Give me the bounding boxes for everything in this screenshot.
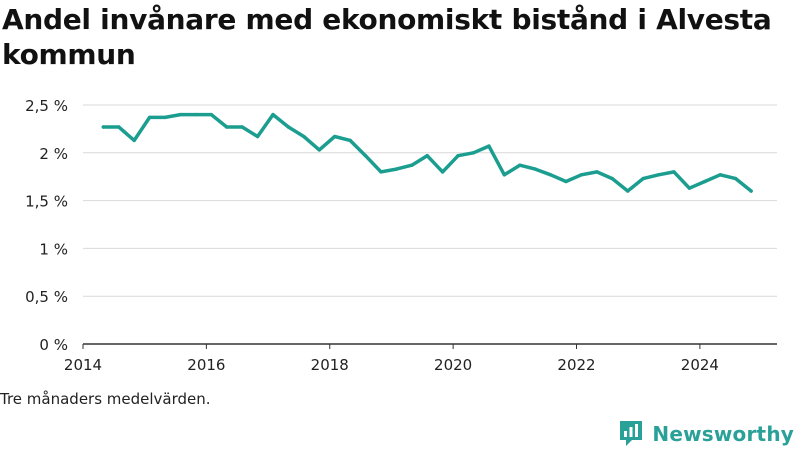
x-tick-label: 2018 xyxy=(311,356,349,374)
data-point xyxy=(286,125,291,129)
brand-name: Newsworthy xyxy=(652,422,794,446)
data-point xyxy=(302,134,306,139)
data-point xyxy=(610,176,614,181)
data-point xyxy=(147,115,152,120)
x-tick-label: 2020 xyxy=(434,356,472,374)
data-point xyxy=(348,138,352,143)
data-point xyxy=(518,163,522,167)
data-point xyxy=(410,163,414,167)
data-point xyxy=(733,176,738,181)
data-point xyxy=(456,153,460,158)
data-point xyxy=(271,112,275,117)
data-point xyxy=(471,151,476,155)
grid-lines xyxy=(83,104,777,297)
data-point xyxy=(255,134,260,139)
data-point xyxy=(101,125,106,129)
data-point xyxy=(579,173,584,177)
data-point xyxy=(487,144,491,148)
data-point xyxy=(641,176,645,181)
data-point xyxy=(703,179,707,184)
data-point xyxy=(672,170,676,174)
data-point xyxy=(656,173,661,177)
data-point xyxy=(440,170,445,174)
data-point xyxy=(240,125,244,129)
data-point xyxy=(178,112,183,117)
x-tick-label: 2022 xyxy=(557,356,595,374)
data-point xyxy=(548,173,553,177)
data-point xyxy=(394,167,399,171)
data-point xyxy=(626,189,630,193)
x-tick-label: 2024 xyxy=(681,356,719,374)
data-point xyxy=(718,173,722,177)
data-point xyxy=(533,167,537,171)
data-point xyxy=(163,115,167,120)
data-point xyxy=(225,125,229,129)
data-point xyxy=(209,112,214,117)
y-tick-label: 0 % xyxy=(39,336,68,354)
chart-title: Andel invånare med ekonomiskt bistånd i … xyxy=(2,3,772,71)
y-tick-labels: 0 % 0,5 % 1 % 1,5 % 2 % 2,5 % xyxy=(25,97,68,354)
y-tick-label: 2,5 % xyxy=(25,97,68,115)
brand-logo[interactable]: Newsworthy xyxy=(618,419,794,449)
data-point xyxy=(502,173,507,177)
data-point xyxy=(687,186,692,190)
y-tick-label: 1 % xyxy=(39,240,68,258)
x-axis xyxy=(82,343,777,349)
data-point xyxy=(425,153,429,158)
chart-note: Tre månaders medelvärden. xyxy=(0,390,211,408)
x-tick-labels: 2014 2016 2018 2020 2022 2024 xyxy=(64,356,719,374)
x-tick-label: 2016 xyxy=(187,356,225,374)
data-point xyxy=(595,170,599,174)
y-tick-label: 2 % xyxy=(39,145,68,163)
data-point xyxy=(363,153,368,158)
y-tick-label: 1,5 % xyxy=(25,193,68,211)
x-tick-label: 2014 xyxy=(64,356,102,374)
data-point xyxy=(379,170,383,174)
data-point xyxy=(332,134,337,139)
data-point xyxy=(194,112,198,117)
data-point xyxy=(317,148,321,152)
data-point xyxy=(749,189,753,193)
y-tick-label: 0,5 % xyxy=(25,288,68,306)
newsworthy-logo-icon xyxy=(620,421,643,446)
data-series xyxy=(101,112,753,193)
data-point xyxy=(132,138,136,143)
data-point xyxy=(564,179,568,184)
data-point xyxy=(117,125,121,129)
